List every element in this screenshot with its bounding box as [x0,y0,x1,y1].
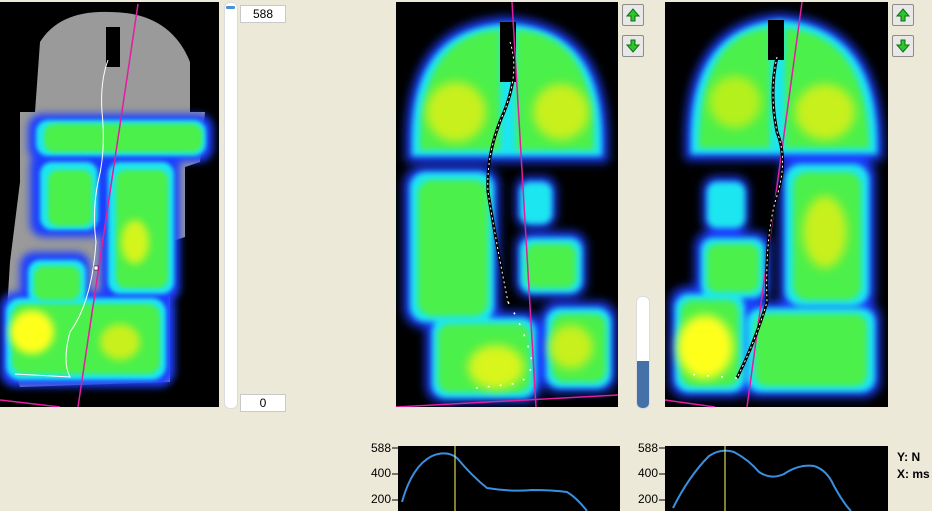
level-progress-bar [636,296,650,409]
x-unit-label: X: ms [897,467,930,481]
right-down-button[interactable] [892,35,914,57]
center-pressure-map[interactable] [396,2,618,407]
right-graph-tick-400: 400 [637,466,658,480]
right-force-graph[interactable] [659,446,888,511]
left-graph-tick-200: 200 [370,492,391,506]
right-up-button[interactable] [892,4,914,26]
time-slider-track[interactable] [224,2,238,409]
green-up-arrow-icon [626,8,640,22]
y-unit-label: Y: N [897,450,921,464]
right-pressure-map[interactable] [665,2,888,407]
slider-min-value[interactable]: 0 [240,394,286,412]
time-slider-thumb[interactable] [226,6,235,9]
left-pressure-map[interactable] [0,2,219,407]
left-graph-tick-588: 588 [370,441,391,455]
green-down-arrow-icon [896,39,910,53]
center-down-button[interactable] [622,35,644,57]
left-force-graph[interactable] [392,446,620,511]
left-graph-tick-400: 400 [370,466,391,480]
right-graph-tick-588: 588 [637,441,658,455]
right-graph-tick-200: 200 [637,492,658,506]
slider-max-value[interactable]: 588 [240,5,286,23]
level-progress-fill [637,361,649,408]
center-up-button[interactable] [622,4,644,26]
green-down-arrow-icon [626,39,640,53]
green-up-arrow-icon [896,8,910,22]
